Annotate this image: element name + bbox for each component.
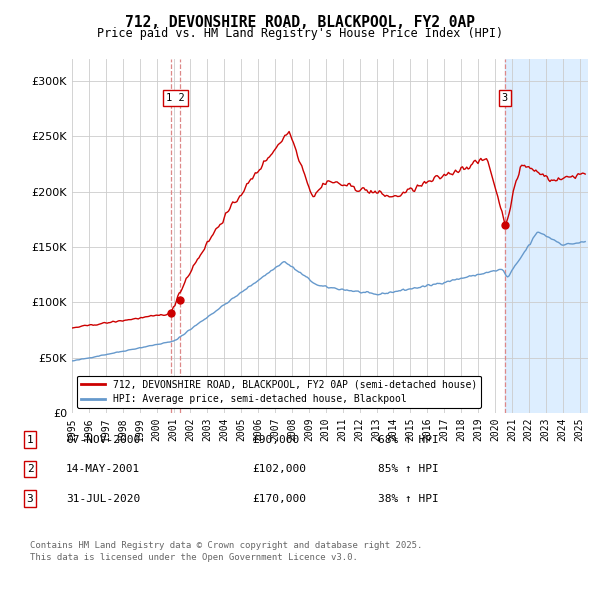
Text: 07-NOV-2000: 07-NOV-2000 xyxy=(66,435,140,444)
Text: £102,000: £102,000 xyxy=(252,464,306,474)
Text: 38% ↑ HPI: 38% ↑ HPI xyxy=(378,494,439,503)
Text: 712, DEVONSHIRE ROAD, BLACKPOOL, FY2 0AP: 712, DEVONSHIRE ROAD, BLACKPOOL, FY2 0AP xyxy=(125,15,475,30)
Text: 85% ↑ HPI: 85% ↑ HPI xyxy=(378,464,439,474)
Legend: 712, DEVONSHIRE ROAD, BLACKPOOL, FY2 0AP (semi-detached house), HPI: Average pri: 712, DEVONSHIRE ROAD, BLACKPOOL, FY2 0AP… xyxy=(77,375,481,408)
Text: Contains HM Land Registry data © Crown copyright and database right 2025.: Contains HM Land Registry data © Crown c… xyxy=(30,541,422,550)
Text: 68% ↑ HPI: 68% ↑ HPI xyxy=(378,435,439,444)
Text: 3: 3 xyxy=(502,93,508,103)
Text: 1 2: 1 2 xyxy=(166,93,185,103)
Text: This data is licensed under the Open Government Licence v3.0.: This data is licensed under the Open Gov… xyxy=(30,553,358,562)
Text: 3: 3 xyxy=(26,494,34,503)
Bar xyxy=(505,59,588,413)
Text: 14-MAY-2001: 14-MAY-2001 xyxy=(66,464,140,474)
Text: 31-JUL-2020: 31-JUL-2020 xyxy=(66,494,140,503)
Text: £170,000: £170,000 xyxy=(252,494,306,503)
Text: 1: 1 xyxy=(26,435,34,444)
Text: 2: 2 xyxy=(26,464,34,474)
Text: £90,000: £90,000 xyxy=(252,435,299,444)
Text: Price paid vs. HM Land Registry's House Price Index (HPI): Price paid vs. HM Land Registry's House … xyxy=(97,27,503,40)
